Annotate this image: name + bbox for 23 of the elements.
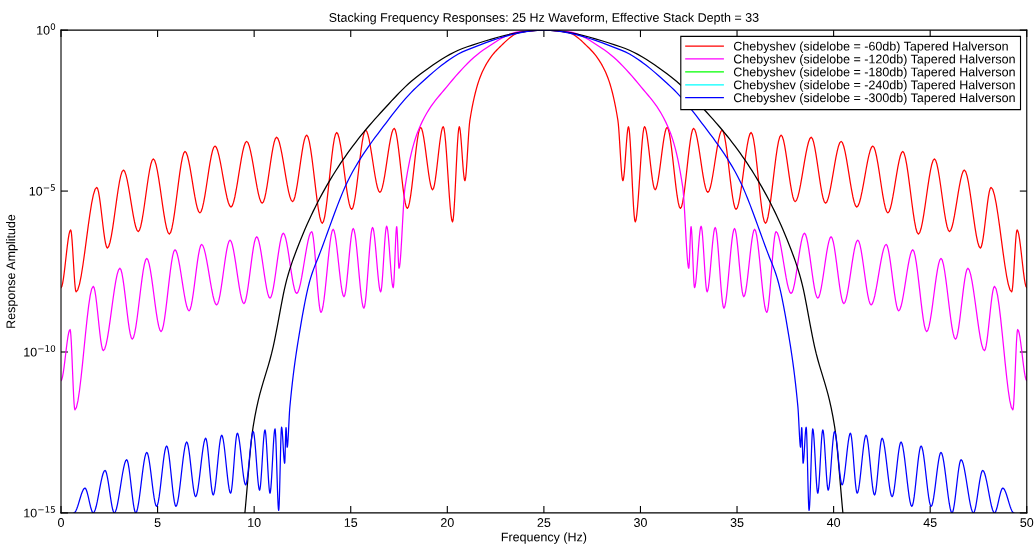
x-tick-label: 40 xyxy=(826,518,841,527)
x-tick-label: 25 xyxy=(537,518,551,527)
x-tick-label: 30 xyxy=(633,518,647,527)
y-tick-label: 10$^{0}$ xyxy=(37,23,56,35)
x-tick-label: 50 xyxy=(1020,518,1034,527)
x-tick-label: 45 xyxy=(923,518,937,527)
y-tick-label: 10$^{−5}$ xyxy=(29,184,55,196)
x-tick-label: 15 xyxy=(344,518,358,527)
legend-label: Chebyshev (sidelobe = -120db) Tapered Halverson xyxy=(733,54,1015,66)
y-tick-label: 10$^{−15}$ xyxy=(24,506,55,518)
y-tick-label: 10$^{−10}$ xyxy=(24,345,56,357)
x-tick-label: 35 xyxy=(730,518,744,527)
legend-label: Chebyshev (sidelobe = -300db) Tapered Halverson xyxy=(733,93,1015,105)
legend-label: Chebyshev (sidelobe = -240db) Tapered Halverson xyxy=(733,80,1015,92)
chart-title: Stacking Frequency Responses: 25 Hz Waveform, Effective Stack Depth = 33 xyxy=(329,12,759,25)
y-axis-title: Response Amplitude xyxy=(6,214,18,328)
legend-label: Chebyshev (sidelobe = -180db) Tapered Halverson xyxy=(733,67,1015,79)
x-axis-title: Frequency (Hz) xyxy=(501,532,587,544)
x-tick-label: 10 xyxy=(248,518,261,527)
x-tick-label: 5 xyxy=(154,518,161,527)
x-tick-label: 0 xyxy=(58,518,64,527)
legend-label: Chebyshev (sidelobe = -60db) Tapered Halverson xyxy=(733,41,1008,54)
x-tick-label: 20 xyxy=(440,518,454,527)
